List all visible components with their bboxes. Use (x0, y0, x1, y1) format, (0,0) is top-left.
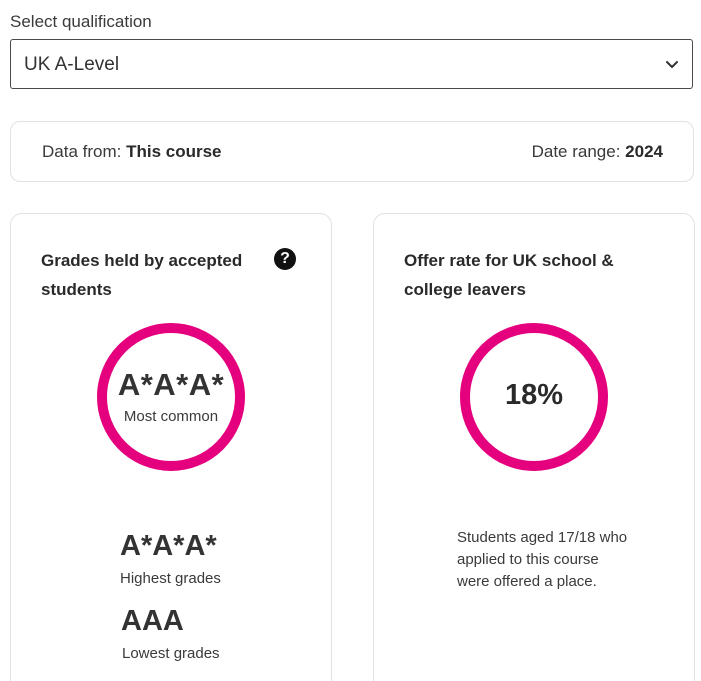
most-common-grades-label: Most common (123, 408, 219, 425)
data-from-value: This course (126, 142, 222, 161)
date-range-label: Date range: (531, 142, 621, 161)
highest-grades-label: Highest grades (120, 570, 221, 587)
highest-grades-value: A*A*A* (120, 530, 217, 562)
lowest-grades-value: AAA (121, 605, 184, 637)
lowest-grades-label: Lowest grades (122, 645, 220, 662)
date-range-value: 2024 (625, 142, 663, 161)
data-source: Data from: This course (42, 142, 222, 162)
chevron-down-icon (666, 61, 678, 68)
most-common-grades-value: A*A*A* (117, 367, 225, 402)
grades-card-title: Grades held by accepted students (41, 251, 243, 299)
offer-rate-ring: 18% (460, 323, 608, 471)
data-info-bar: Data from: This course Date range: 2024 (10, 121, 694, 182)
offer-rate-card-title: Offer rate for UK school & college leave… (404, 251, 614, 299)
grades-card: Grades held by accepted students ? A*A*A… (10, 213, 332, 681)
offer-rate-percent: 18% (504, 379, 564, 411)
offer-rate-description: Students aged 17/18 who applied to this … (457, 529, 628, 590)
offer-rate-card: Offer rate for UK school & college leave… (373, 213, 695, 681)
help-icon[interactable]: ? (274, 248, 296, 270)
qualification-select[interactable]: UK A-Level (10, 39, 693, 89)
date-range: Date range: 2024 (532, 142, 663, 162)
data-from-label: Data from: (42, 142, 122, 161)
most-common-grades-ring: A*A*A* Most common (97, 323, 245, 471)
qualification-selected-value: UK A-Level (24, 54, 120, 75)
qualification-select-label: Select qualification (10, 12, 152, 31)
